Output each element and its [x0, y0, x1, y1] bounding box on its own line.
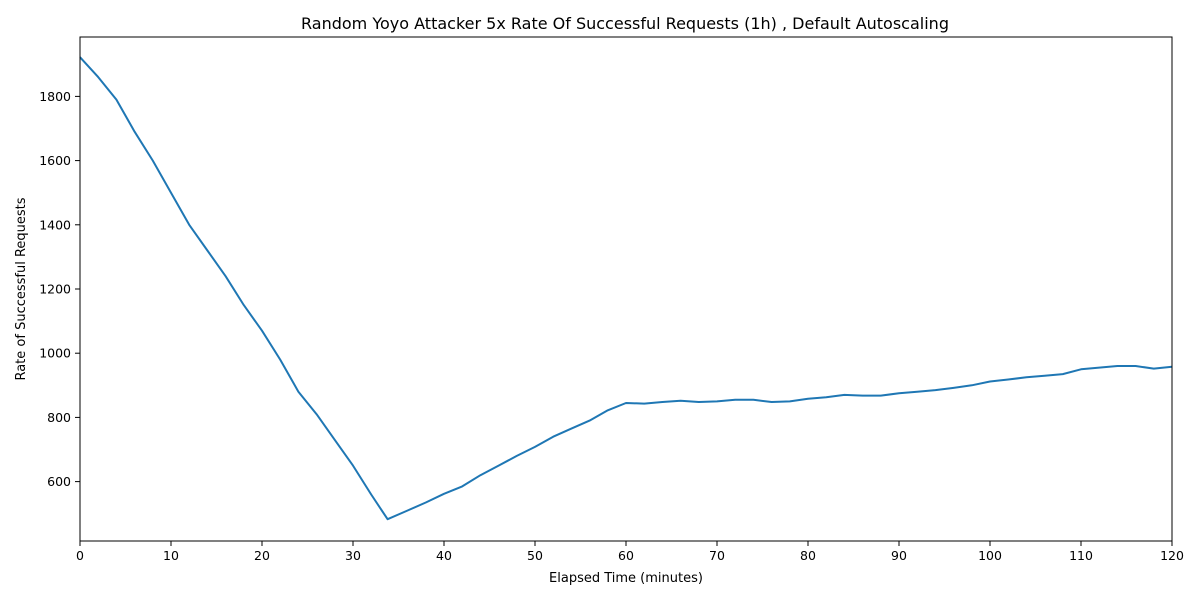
y-tick-label: 600 — [47, 474, 71, 489]
y-tick-label: 1600 — [39, 153, 71, 168]
x-tick-label: 80 — [800, 548, 816, 563]
x-tick-label: 90 — [891, 548, 907, 563]
x-axis: 0 10 20 30 40 50 60 70 80 90 100 110 120 — [76, 541, 1184, 563]
y-tick-label: 1000 — [39, 346, 71, 361]
y-axis-label: Rate of Successful Requests — [14, 197, 29, 380]
y-axis: 600 800 1000 1200 1400 1600 1800 — [39, 89, 80, 489]
x-tick-label: 70 — [709, 548, 725, 563]
x-axis-label: Elapsed Time (minutes) — [549, 571, 703, 586]
x-tick-label: 20 — [254, 548, 270, 563]
x-tick-label: 60 — [618, 548, 634, 563]
y-tick-label: 1800 — [39, 89, 71, 104]
x-tick-label: 120 — [1160, 548, 1184, 563]
series-line — [79, 56, 1173, 521]
plot-area — [79, 36, 1173, 542]
y-tick-label: 1400 — [39, 217, 71, 232]
plot-frame — [79, 36, 1173, 542]
x-tick-label: 30 — [345, 548, 361, 563]
chart-title: Random Yoyo Attacker 5x Rate Of Successf… — [301, 14, 949, 33]
x-tick-label: 50 — [527, 548, 543, 563]
y-tick-label: 800 — [47, 410, 71, 425]
x-tick-label: 10 — [163, 548, 179, 563]
x-tick-label: 110 — [1069, 548, 1093, 563]
x-tick-label: 0 — [76, 548, 84, 563]
x-tick-label: 40 — [436, 548, 452, 563]
y-tick-label: 1200 — [39, 282, 71, 297]
x-tick-label: 100 — [978, 548, 1002, 563]
